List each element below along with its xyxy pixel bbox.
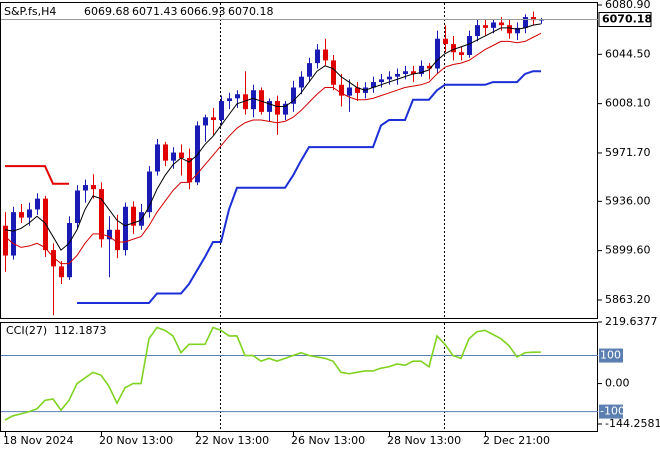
- cci-title: CCI(27): [6, 324, 47, 337]
- candle-body: [235, 94, 240, 99]
- candle-body: [355, 87, 360, 93]
- indicator-line: [5, 165, 69, 185]
- level-label: 100: [600, 349, 621, 362]
- candle-body: [467, 36, 472, 55]
- y-tick-label: 6008.10: [605, 97, 651, 110]
- candle-body: [51, 250, 56, 267]
- indicator-line: [4, 32, 542, 265]
- y-tick-label: 0.00: [605, 377, 630, 390]
- candle-body: [419, 65, 424, 74]
- candle-body: [243, 94, 248, 110]
- candle-body: [459, 52, 464, 55]
- last-low: 6066.93: [180, 5, 226, 18]
- candle-body: [515, 27, 520, 34]
- candle-body: [227, 98, 232, 102]
- candle-body: [387, 76, 392, 80]
- candle-body: [507, 25, 512, 34]
- candle-body: [483, 25, 488, 28]
- candle-body: [67, 223, 72, 278]
- symbol: S&P.fs,H4: [4, 5, 56, 18]
- candle-body: [35, 198, 40, 210]
- candle-body: [315, 49, 320, 64]
- candle-body: [83, 185, 88, 191]
- candle-body: [147, 171, 152, 213]
- y-tick-label: 219.6377: [605, 315, 658, 328]
- y-tick-label: 5899.60: [605, 244, 651, 257]
- candle-body: [211, 117, 216, 121]
- candle-body: [75, 190, 80, 224]
- candle-body: [107, 229, 112, 240]
- candle-body: [11, 212, 16, 256]
- candle-body: [427, 65, 432, 69]
- candle-body: [131, 206, 136, 226]
- x-tick-label: 22 Nov 13:00: [195, 434, 269, 447]
- candle-body: [523, 17, 528, 28]
- candle-body: [307, 63, 312, 77]
- indicator-line: [77, 70, 541, 304]
- y-tick-label: 5936.00: [605, 194, 651, 207]
- x-tick-label: 2 Dec 21:00: [483, 434, 550, 447]
- candle-body: [451, 44, 456, 53]
- candle-body: [187, 157, 192, 183]
- candle-body: [27, 209, 32, 218]
- candle-body: [443, 38, 448, 45]
- candle-body: [179, 152, 184, 158]
- candle-body: [491, 22, 496, 28]
- candle-body: [499, 22, 504, 26]
- candle-body: [219, 101, 224, 121]
- cci-value: 112.1873: [54, 324, 107, 337]
- candle-body: [435, 38, 440, 69]
- candle-body: [339, 84, 344, 96]
- y-tick-label: 5971.70: [605, 146, 651, 159]
- indicator-line: [4, 23, 542, 251]
- x-tick-label: 26 Nov 13:00: [291, 434, 365, 447]
- candle-body: [203, 117, 208, 126]
- candle-body: [19, 212, 24, 218]
- candle-body: [99, 189, 104, 240]
- cci-panel: [0, 322, 598, 432]
- candle-body: [91, 185, 96, 190]
- candle-body: [283, 103, 288, 115]
- candle-body: [155, 144, 160, 172]
- y-tick-label: 5863.20: [605, 293, 651, 306]
- last-open: 6069.68: [84, 5, 130, 18]
- price-label: 6070.18: [602, 13, 652, 26]
- candle-body: [163, 144, 168, 161]
- candle-body: [403, 71, 408, 74]
- candle-body: [291, 87, 296, 104]
- candle-body: [531, 17, 536, 21]
- candle-body: [3, 225, 8, 256]
- candle-body: [275, 101, 280, 115]
- candle-body: [171, 152, 176, 161]
- level-label-box: [599, 404, 623, 419]
- candle-body: [379, 79, 384, 83]
- candle-body: [267, 101, 272, 112]
- y-tick-label: 6044.50: [605, 47, 651, 60]
- level-label-box: [599, 348, 623, 363]
- y-tick-label: 6080.90: [605, 0, 651, 11]
- y-tick-label: -144.2581: [605, 417, 660, 430]
- x-tick-label: 28 Nov 13:00: [387, 434, 461, 447]
- candle-body: [331, 60, 336, 85]
- candle-body: [251, 90, 256, 110]
- x-tick-label: 20 Nov 13:00: [99, 434, 173, 447]
- level-label: -100: [600, 405, 625, 418]
- cci-line: [4, 326, 542, 421]
- candle-body: [299, 76, 304, 88]
- candle-body: [347, 87, 352, 96]
- candle-body: [475, 25, 480, 37]
- candle-body: [371, 82, 376, 88]
- last-close: 6070.18: [228, 5, 274, 18]
- x-tick-label: 18 Nov 2024: [3, 434, 73, 447]
- candle-body: [411, 71, 416, 74]
- price-label-box: [598, 12, 652, 28]
- candle-body: [395, 73, 400, 77]
- candle-body: [59, 266, 64, 278]
- candle-body: [115, 229, 120, 251]
- candle-body: [323, 49, 328, 61]
- price-panel: [0, 2, 598, 319]
- last-high: 6071.43: [132, 5, 178, 18]
- candle-body: [123, 206, 128, 251]
